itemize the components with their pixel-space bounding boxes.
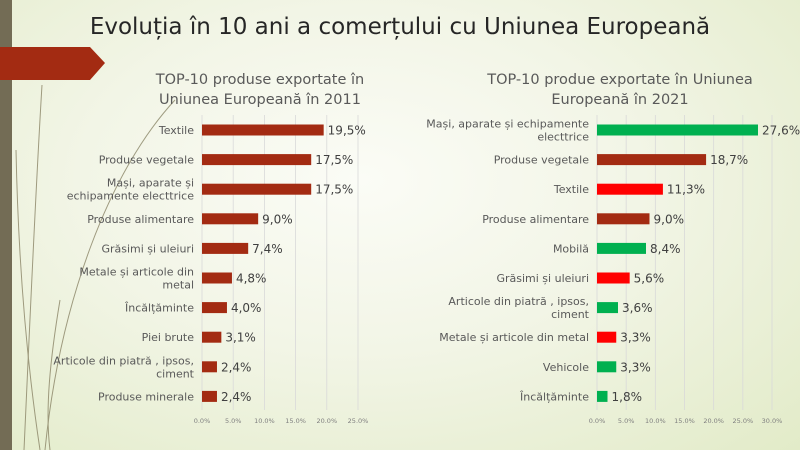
category-label: metal	[162, 279, 194, 292]
bar	[597, 124, 758, 136]
data-label: 4,8%	[236, 272, 267, 286]
data-label: 7,4%	[252, 242, 283, 256]
bar	[597, 242, 646, 254]
category-label: Mobilă	[553, 242, 589, 255]
chart-2021-title: TOP-10 produe exportate în Uniunea Europ…	[440, 70, 800, 110]
data-label: 5,6%	[634, 272, 665, 286]
decorative-lines	[15, 84, 176, 450]
data-label: 4,0%	[231, 301, 262, 315]
data-label: 27,6%	[762, 124, 800, 138]
x-tick-label: 5.0%	[225, 417, 242, 425]
category-label: Textile	[553, 183, 589, 196]
bar	[202, 124, 324, 136]
x-tick-label: 20.0%	[703, 417, 724, 425]
x-tick-label: 20.0%	[316, 417, 337, 425]
category-label: Vehicole	[543, 361, 589, 374]
data-label: 18,7%	[710, 153, 748, 167]
bar	[202, 154, 312, 166]
x-tick-label: 15.0%	[285, 417, 306, 425]
bar	[597, 213, 650, 225]
bar	[202, 272, 232, 284]
category-label: Articole din piatră , ipsos,	[448, 295, 589, 308]
category-label: electtrice	[537, 131, 589, 144]
category-label: ciment	[156, 367, 195, 380]
bar	[597, 302, 618, 314]
x-tick-label: 0.0%	[194, 417, 211, 425]
category-label: Grăsimi și uleiuri	[101, 242, 194, 255]
data-label: 3,3%	[620, 331, 651, 345]
category-label: Piei brute	[142, 331, 195, 344]
category-label: Produse alimentare	[482, 213, 589, 226]
x-tick-label: 30.0%	[762, 417, 783, 425]
bar	[202, 361, 217, 373]
data-label: 17,5%	[315, 183, 353, 197]
category-label: echipamente electtrice	[67, 190, 194, 203]
x-tick-label: 0.0%	[589, 417, 606, 425]
data-label: 19,5%	[328, 124, 366, 138]
data-label: 3,1%	[225, 331, 256, 345]
chart-2011-title: TOP-10 produse exportate în Uniunea Euro…	[95, 70, 425, 110]
category-label: Articole din piatră , ipsos,	[53, 354, 194, 367]
bar	[597, 361, 617, 373]
bar	[597, 390, 608, 402]
chart-title-line: TOP-10 produse exportate în	[155, 72, 365, 88]
bar	[202, 331, 222, 343]
category-label: Încălțăminte	[124, 302, 194, 315]
chart-title-line: TOP-10 produe exportate în Uniunea	[487, 72, 753, 88]
category-label: Produse vegetale	[494, 154, 590, 167]
bar	[597, 154, 707, 166]
bar	[202, 390, 217, 402]
bar	[202, 183, 312, 195]
category-label: Produse vegetale	[99, 154, 195, 167]
data-label: 2,4%	[221, 360, 252, 374]
data-label: 11,3%	[667, 183, 705, 197]
data-label: 2,4%	[221, 390, 252, 404]
slide-title: Evoluția în 10 ani a comerțului cu Uniun…	[89, 14, 711, 40]
data-label: 1,8%	[612, 390, 643, 404]
bar	[202, 242, 249, 254]
category-label: Încălțăminte	[519, 390, 589, 403]
bar	[202, 302, 227, 314]
data-label: 8,4%	[650, 242, 681, 256]
bar	[597, 272, 630, 284]
data-label: 9,0%	[654, 212, 685, 226]
category-label: Produse minerale	[98, 390, 194, 403]
chart-title-line: Europeană în 2021	[551, 92, 689, 108]
data-label: 3,6%	[622, 301, 653, 315]
bar	[597, 331, 617, 343]
chart-title-line: Uniunea Europeană în 2011	[159, 92, 361, 108]
x-tick-label: 25.0%	[348, 417, 369, 425]
category-label: ciment	[551, 308, 590, 321]
data-label: 3,3%	[620, 360, 651, 374]
x-tick-label: 15.0%	[674, 417, 695, 425]
x-tick-label: 10.0%	[645, 417, 666, 425]
category-label: Mași, aparate și	[107, 177, 194, 190]
category-label: Metale și articole din	[79, 266, 194, 279]
category-label: Grăsimi și uleiuri	[496, 272, 589, 285]
bar	[202, 213, 259, 225]
bar	[597, 183, 663, 195]
title-arrow-shape	[0, 47, 105, 80]
category-label: Metale și articole din metal	[439, 331, 589, 344]
x-tick-label: 25.0%	[733, 417, 754, 425]
sidebar-strip	[0, 0, 12, 450]
x-tick-label: 10.0%	[254, 417, 275, 425]
x-tick-label: 5.0%	[618, 417, 635, 425]
category-label: Mași, aparate și echipamente	[426, 118, 589, 131]
category-label: Textile	[158, 124, 194, 137]
data-label: 17,5%	[315, 153, 353, 167]
category-label: Produse alimentare	[87, 213, 194, 226]
data-label: 9,0%	[262, 212, 293, 226]
